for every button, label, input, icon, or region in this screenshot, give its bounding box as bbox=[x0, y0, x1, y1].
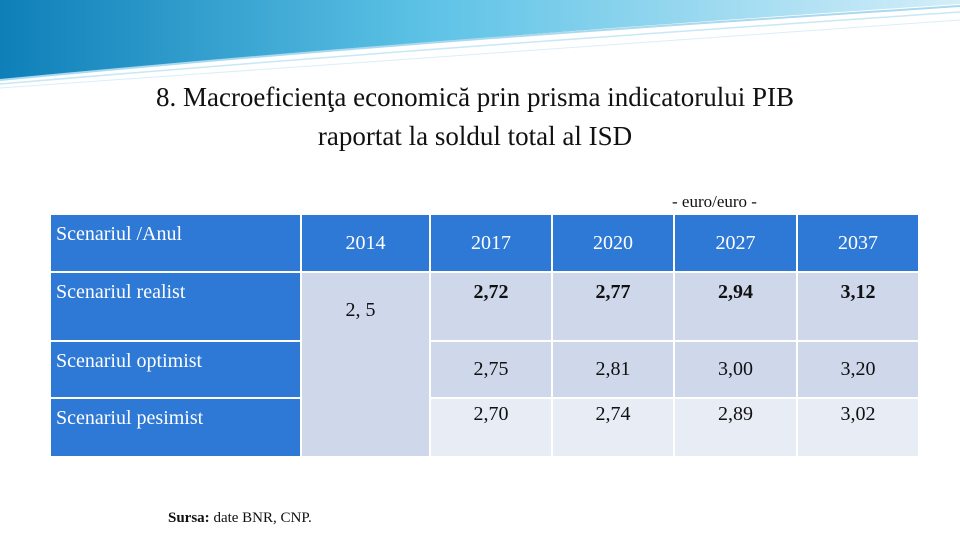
row-label-realist: Scenariul realist bbox=[49, 271, 302, 342]
year-2037-cell: 2037 bbox=[796, 213, 920, 273]
table-row: Scenariul pesimist 2,70 2,74 2,89 3,02 bbox=[49, 397, 920, 458]
unit-label: - euro/euro - bbox=[672, 192, 757, 211]
slide-title: 8. Macroeficienţa economică prin prisma … bbox=[155, 82, 795, 151]
table-cell: 2,94 bbox=[673, 271, 798, 342]
table-cell: 3,20 bbox=[796, 340, 920, 399]
base-value: 2, 5 bbox=[345, 299, 376, 321]
year-2017-cell: 2017 bbox=[429, 213, 553, 273]
table-cell: 2,74 bbox=[551, 397, 675, 458]
header-label-cell: Scenariul /Anul bbox=[49, 213, 302, 273]
table-header-row: Scenariul /Anul 2014 2017 2020 2027 2037 bbox=[49, 213, 920, 273]
year-2020-cell: 2020 bbox=[551, 213, 675, 273]
row-label-optimist: Scenariul optimist bbox=[49, 340, 302, 399]
year-2014-cell: 2014 bbox=[300, 213, 431, 273]
year-2027-cell: 2027 bbox=[673, 213, 798, 273]
table-row: Scenariul realist 2, 5 2,72 2,77 2,94 3,… bbox=[49, 271, 920, 458]
header-wave-decoration bbox=[0, 0, 960, 89]
source-note: Sursa: date BNR, CNP. bbox=[168, 510, 312, 527]
table-cell: 2,70 bbox=[429, 397, 553, 458]
table-row: Scenariul optimist 2,75 2,81 3,00 3,20 bbox=[49, 340, 920, 399]
source-label: Sursa: bbox=[168, 510, 210, 526]
table-cell: 2,81 bbox=[551, 340, 675, 399]
table-cell: 2,77 bbox=[551, 271, 675, 342]
base-value-cell: 2, 5 bbox=[300, 271, 431, 458]
row-label-pesimist: Scenariul pesimist bbox=[49, 397, 302, 458]
table-cell: 3,12 bbox=[796, 271, 920, 342]
table-cell: 3,02 bbox=[796, 397, 920, 458]
table-cell: 2,72 bbox=[429, 271, 553, 342]
gdp-fdi-table: Scenariul /Anul 2014 2017 2020 2027 2037… bbox=[49, 213, 920, 458]
source-text: date BNR, CNP. bbox=[213, 510, 312, 526]
table-cell: 2,89 bbox=[673, 397, 798, 458]
table-cell: 3,00 bbox=[673, 340, 798, 399]
table-cell: 2,75 bbox=[429, 340, 553, 399]
